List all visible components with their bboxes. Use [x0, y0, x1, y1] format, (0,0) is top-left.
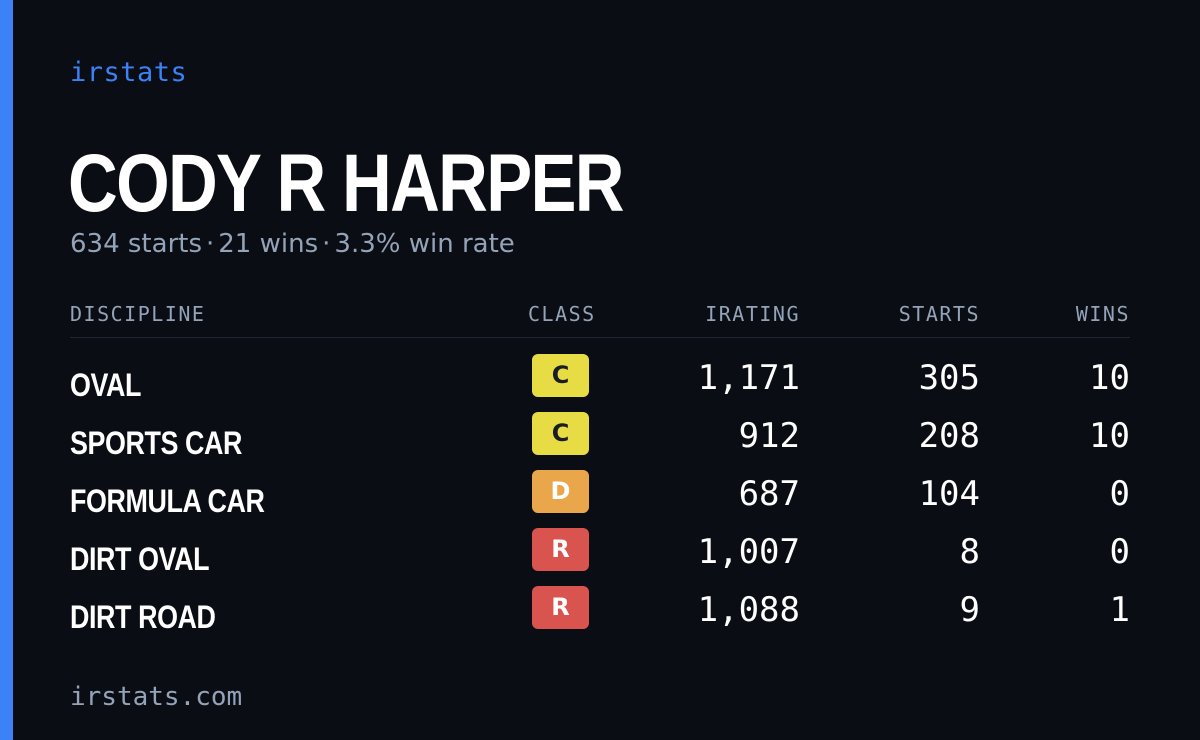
driver-summary: 634 starts · 21 wins · 3.3% win rate [70, 226, 515, 262]
class-badge: R [532, 528, 589, 571]
table-row: OVAL C 1,171 305 10 [70, 350, 1130, 408]
footer-url: irstats.com [70, 682, 243, 712]
table-row: DIRT OVAL R 1,007 8 0 [70, 524, 1130, 582]
starts-value: 104 [918, 474, 980, 514]
win-rate-summary: 3.3% win rate [334, 229, 515, 259]
table-row: DIRT ROAD R 1,088 9 1 [70, 582, 1130, 640]
wins-summary: 21 wins [218, 229, 319, 259]
irating-value: 687 [738, 474, 800, 514]
accent-bar [0, 0, 13, 740]
discipline-name: OVAL [70, 367, 141, 403]
table-row: FORMULA CAR D 687 104 0 [70, 466, 1130, 524]
header-divider [70, 337, 1130, 338]
class-badge: C [532, 354, 589, 397]
header-irating: IRATING [705, 302, 800, 326]
starts-value: 208 [918, 416, 980, 456]
wins-value: 10 [1089, 358, 1130, 398]
brand-logo: irstats [70, 57, 188, 88]
wins-value: 10 [1089, 416, 1130, 456]
class-badge: C [532, 412, 589, 455]
starts-value: 8 [959, 532, 980, 572]
class-badge: D [532, 470, 589, 513]
wins-value: 1 [1109, 590, 1130, 630]
header-starts: STARTS [898, 302, 980, 326]
discipline-name: FORMULA CAR [70, 483, 265, 519]
discipline-name: DIRT OVAL [70, 541, 210, 577]
separator: · [206, 229, 215, 259]
irating-value: 912 [738, 416, 800, 456]
starts-summary: 634 starts [70, 229, 202, 259]
starts-value: 9 [959, 590, 980, 630]
header-wins: WINS [1075, 302, 1130, 326]
wins-value: 0 [1109, 532, 1130, 572]
table-header: DISCIPLINE CLASS IRATING STARTS WINS [70, 300, 1130, 328]
discipline-name: DIRT ROAD [70, 599, 216, 635]
irating-value: 1,007 [697, 532, 800, 572]
driver-name: CODY R HARPER [68, 138, 624, 229]
wins-value: 0 [1109, 474, 1130, 514]
starts-value: 305 [918, 358, 980, 398]
irating-value: 1,171 [697, 358, 800, 398]
discipline-table: OVAL C 1,171 305 10 SPORTS CAR C 912 208… [70, 350, 1130, 640]
header-class: CLASS [528, 302, 596, 326]
separator: · [322, 229, 331, 259]
class-badge: R [532, 586, 589, 629]
header-discipline: DISCIPLINE [70, 302, 206, 326]
irating-value: 1,088 [697, 590, 800, 630]
discipline-name: SPORTS CAR [70, 425, 243, 461]
table-row: SPORTS CAR C 912 208 10 [70, 408, 1130, 466]
